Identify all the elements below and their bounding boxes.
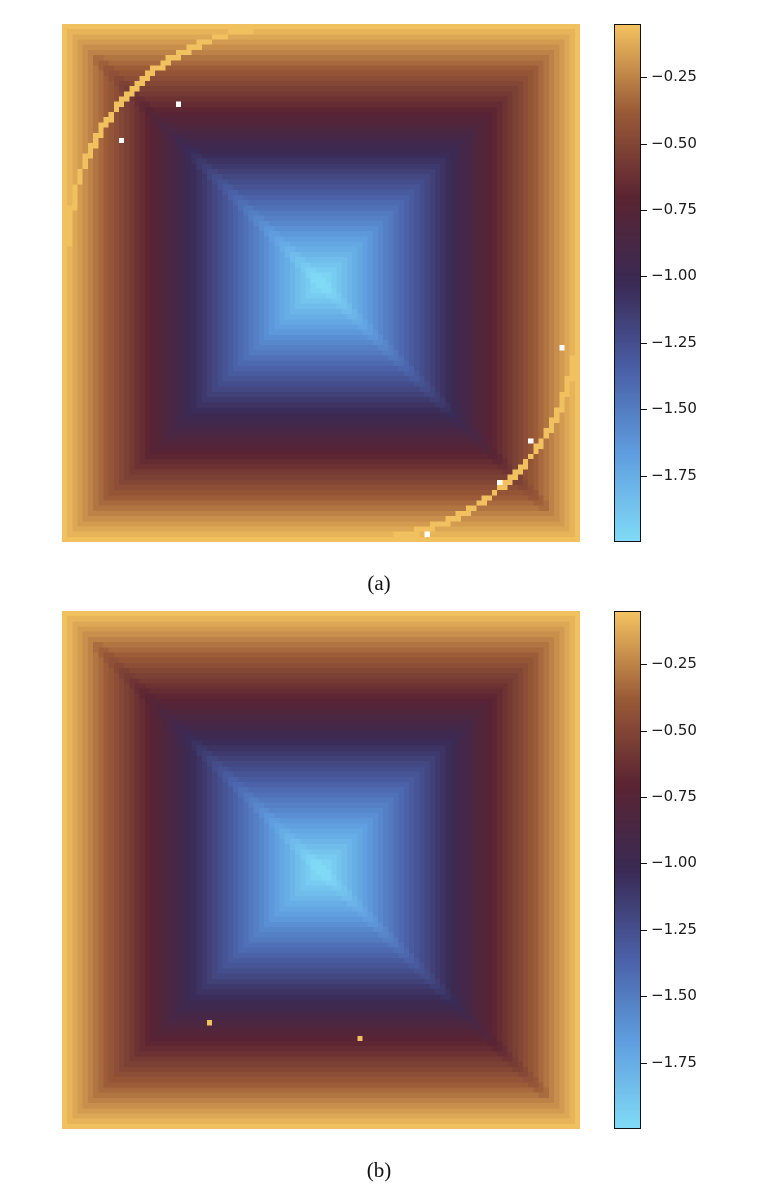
- colorbar-tick: [641, 996, 647, 997]
- colorbar-tick: [641, 77, 647, 78]
- colorbar-tick: [641, 276, 647, 277]
- chart-panel-a: −0.25 −0.50 −0.75 −1.00 −1.25 −1.50 −1.75 (a): [62, 24, 697, 595]
- colorbar-tick-label: −0.25: [651, 654, 697, 672]
- chart-panel-b: −0.25 −0.50 −0.75 −1.00 −1.25 −1.50 −1.75 (b): [0, 587, 758, 1187]
- colorbar-tick: [641, 343, 647, 344]
- colorbar-tick-label: −1.50: [651, 399, 697, 417]
- colorbar-tick: [641, 863, 647, 864]
- heatmap-a: [62, 24, 580, 542]
- colorbar-tick-label: −0.75: [651, 787, 697, 805]
- colorbar-tick: [641, 409, 647, 410]
- colorbar-tick-label: −1.75: [651, 1053, 697, 1071]
- colorbar-gradient-b: [615, 612, 640, 1128]
- colorbar-tick-label: −1.75: [651, 466, 697, 484]
- colorbar-tick: [641, 930, 647, 931]
- colorbar-gradient-a: [615, 25, 640, 541]
- colorbar-tick-label: −0.50: [651, 134, 697, 152]
- colorbar-tick: [641, 476, 647, 477]
- colorbar-tick: [641, 664, 647, 665]
- colorbar-a: [614, 24, 641, 542]
- colorbar-tick: [641, 144, 647, 145]
- colorbar-tick-label: −1.50: [651, 986, 697, 1004]
- colorbar-tick-label: −0.25: [651, 67, 697, 85]
- colorbar-b: [614, 611, 641, 1129]
- caption-b: (b): [366, 1158, 392, 1182]
- heatmap-b: [62, 611, 580, 1129]
- colorbar-tick-label: −1.25: [651, 920, 697, 938]
- colorbar-tick-label: −1.00: [651, 853, 697, 871]
- colorbar-tick: [641, 1063, 647, 1064]
- colorbar-tick-label: −1.00: [651, 266, 697, 284]
- caption-a: (a): [367, 571, 391, 595]
- colorbar-tick-label: −0.75: [651, 200, 697, 218]
- colorbar-tick: [641, 797, 647, 798]
- colorbar-tick: [641, 210, 647, 211]
- colorbar-tick: [641, 731, 647, 732]
- colorbar-tick-label: −1.25: [651, 333, 697, 351]
- colorbar-tick-label: −0.50: [651, 721, 697, 739]
